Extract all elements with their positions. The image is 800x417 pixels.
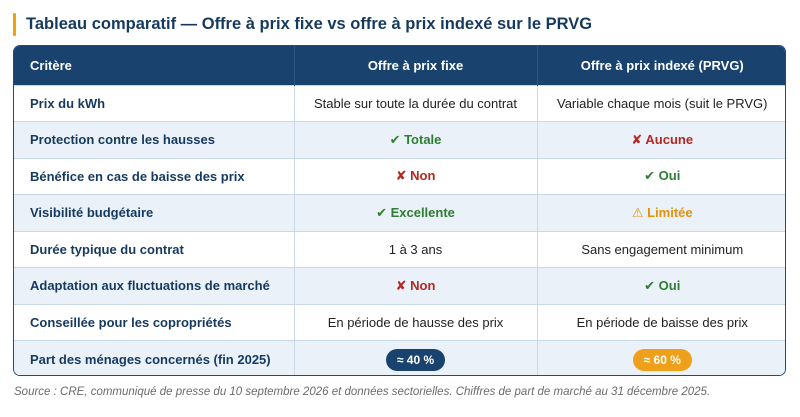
table-row: Conseillée pour les copropriétés En péri… — [14, 303, 785, 341]
row-criterion: Part des ménages concernés (fin 2025) — [14, 340, 295, 375]
title-block: Tableau comparatif — Offre à prix fixe v… — [13, 12, 592, 36]
warning-status: ⚠ Limitée — [631, 204, 693, 220]
share-badge-fixed: ≈ 40 % — [385, 348, 446, 371]
table-header-row: Critère Offre à prix fixe Offre à prix i… — [14, 46, 785, 85]
row-indexed-value: ✘ Aucune — [537, 121, 785, 158]
row-fixed-value: ✔ Totale — [294, 121, 538, 158]
row-criterion: Protection contre les hausses — [14, 121, 295, 158]
table-row: Bénéfice en cas de baisse des prix ✘ Non… — [14, 157, 785, 195]
check-status: ✔ Totale — [389, 131, 442, 147]
row-fixed-value: 1 à 3 ans — [294, 230, 538, 268]
row-fixed-value: ✘ Non — [294, 157, 538, 195]
row-criterion: Conseillée pour les copropriétés — [14, 303, 295, 341]
source-note: Source : CRE, communiqué de presse du 10… — [14, 386, 711, 398]
table-row: Part des ménages concernés (fin 2025) ≈ … — [14, 340, 785, 375]
share-badge-indexed: ≈ 60 % — [632, 348, 692, 371]
row-criterion: Visibilité budgétaire — [14, 194, 295, 231]
check-status: ✔ Oui — [644, 277, 681, 293]
row-criterion: Durée typique du contrat — [14, 230, 295, 268]
check-status: ✔ Excellente — [376, 204, 455, 220]
row-fixed-value: Stable sur toute la durée du contrat — [294, 84, 538, 122]
header-indexed-offer: Offre à prix indexé (PRVG) — [580, 57, 744, 73]
row-fixed-value: ✔ Excellente — [294, 194, 538, 231]
header-criterion: Critère — [14, 46, 295, 85]
row-indexed-value: Variable chaque mois (suit le PRVG) — [537, 84, 785, 122]
table-row: Adaptation aux fluctuations de marché ✘ … — [14, 267, 785, 304]
table-row: Prix du kWh Stable sur toute la durée du… — [14, 84, 785, 122]
check-status: ✔ Oui — [644, 168, 681, 184]
row-fixed-value: En période de hausse des prix — [294, 303, 538, 341]
cross-status: ✘ Non — [395, 168, 436, 184]
table-row: Visibilité budgétaire ✔ Excellente ⚠ Lim… — [14, 194, 785, 231]
row-criterion: Bénéfice en cas de baisse des prix — [14, 157, 295, 195]
page-title: Tableau comparatif — Offre à prix fixe v… — [26, 14, 593, 33]
row-fixed-value: ✘ Non — [294, 267, 538, 304]
row-indexed-value: ≈ 60 % — [537, 340, 785, 375]
comparison-table-card: Critère Offre à prix fixe Offre à prix i… — [13, 45, 786, 376]
cross-status: ✘ Aucune — [631, 131, 694, 147]
title-accent-bar — [13, 12, 16, 36]
row-indexed-value: ✔ Oui — [537, 157, 785, 195]
row-criterion: Prix du kWh — [14, 84, 295, 122]
row-indexed-value: Sans engagement minimum — [537, 230, 785, 268]
table-row: Durée typique du contrat 1 à 3 ans Sans … — [14, 230, 785, 268]
cross-status: ✘ Non — [395, 277, 436, 293]
row-indexed-value: En période de baisse des prix — [537, 303, 785, 341]
table-row: Protection contre les hausses ✔ Totale ✘… — [14, 121, 785, 158]
comparison-table: Critère Offre à prix fixe Offre à prix i… — [14, 46, 785, 375]
header-fixed-offer: Offre à prix fixe — [294, 46, 538, 85]
row-indexed-value: ✔ Oui — [537, 267, 785, 304]
row-indexed-value: ⚠ Limitée — [537, 194, 785, 231]
row-fixed-value: ≈ 40 % — [294, 340, 538, 375]
row-criterion: Adaptation aux fluctuations de marché — [14, 267, 295, 304]
